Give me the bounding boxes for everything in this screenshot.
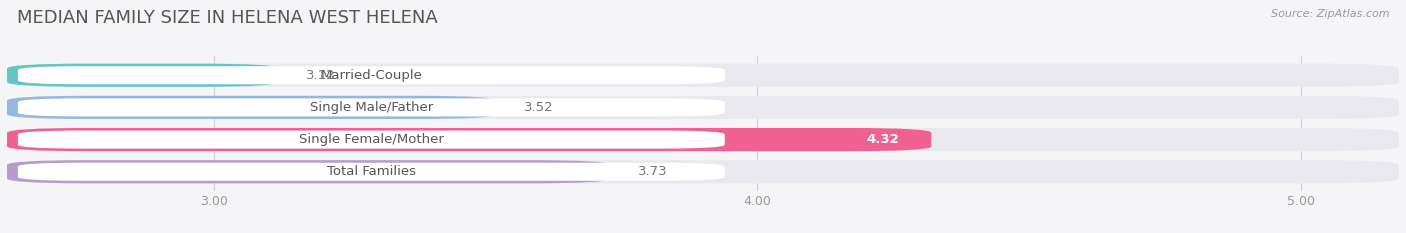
Text: 3.52: 3.52 [523, 101, 553, 114]
FancyBboxPatch shape [7, 160, 610, 183]
Text: Single Female/Mother: Single Female/Mother [299, 133, 444, 146]
FancyBboxPatch shape [18, 66, 724, 84]
Text: 4.32: 4.32 [866, 133, 898, 146]
Text: Total Families: Total Families [326, 165, 416, 178]
Text: 3.12: 3.12 [307, 69, 336, 82]
FancyBboxPatch shape [18, 163, 724, 181]
FancyBboxPatch shape [18, 130, 724, 149]
FancyBboxPatch shape [7, 128, 931, 151]
FancyBboxPatch shape [7, 64, 278, 87]
Text: MEDIAN FAMILY SIZE IN HELENA WEST HELENA: MEDIAN FAMILY SIZE IN HELENA WEST HELENA [17, 9, 437, 27]
FancyBboxPatch shape [7, 64, 1399, 87]
FancyBboxPatch shape [7, 96, 1399, 119]
Text: Married-Couple: Married-Couple [321, 69, 422, 82]
FancyBboxPatch shape [7, 128, 1399, 151]
Text: Single Male/Father: Single Male/Father [309, 101, 433, 114]
FancyBboxPatch shape [18, 98, 724, 116]
Text: 3.73: 3.73 [638, 165, 668, 178]
FancyBboxPatch shape [7, 160, 1399, 183]
FancyBboxPatch shape [7, 96, 496, 119]
Text: Source: ZipAtlas.com: Source: ZipAtlas.com [1271, 9, 1389, 19]
